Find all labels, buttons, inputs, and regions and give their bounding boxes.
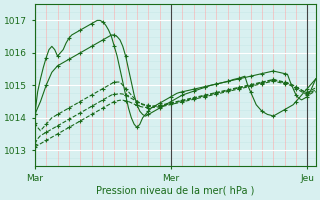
X-axis label: Pression niveau de la mer( hPa ): Pression niveau de la mer( hPa ) [96, 186, 254, 196]
